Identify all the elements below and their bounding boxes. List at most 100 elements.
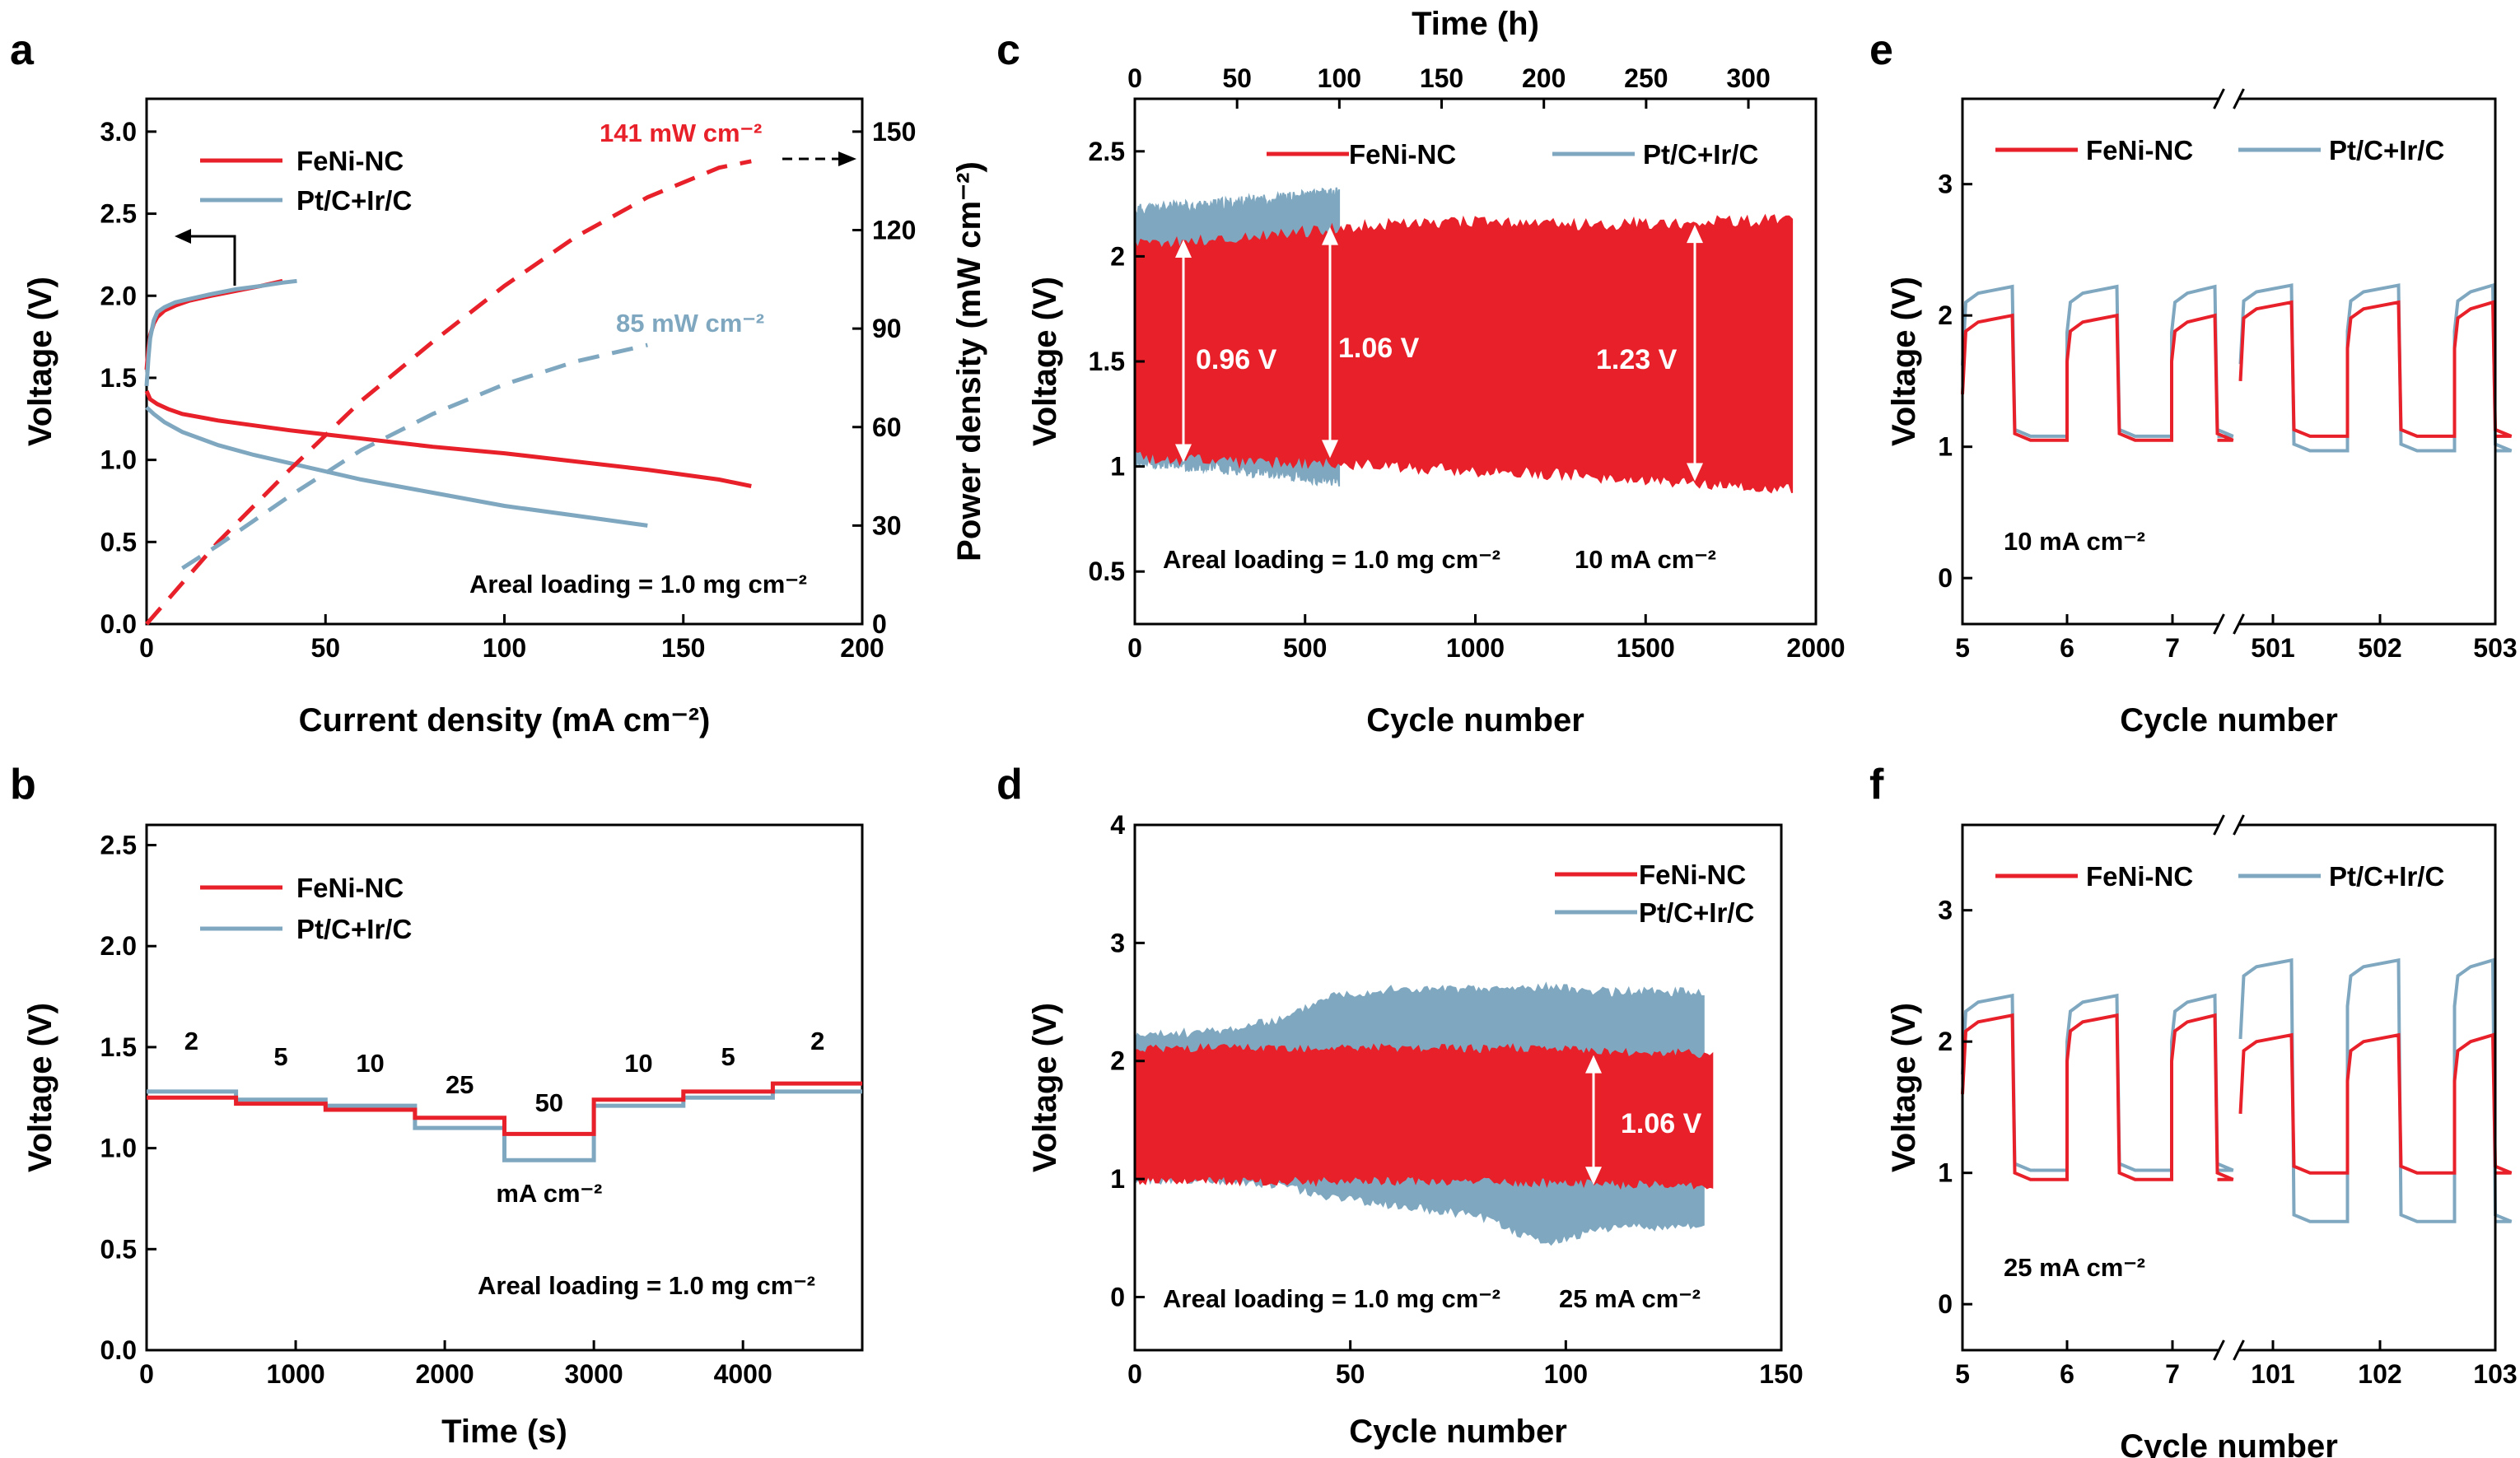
annotation: 1.23 V (1596, 344, 1678, 375)
axis-break-mark (2233, 814, 2245, 836)
x-tick-label: 5 (1955, 1359, 1970, 1389)
x-tick-label: 7 (2165, 1359, 2180, 1389)
axis-break-mark (2213, 1339, 2225, 1361)
x-tick-label: 0 (1127, 633, 1142, 663)
x-tick-label: 1000 (1446, 633, 1505, 663)
y-tick-label: 1 (1938, 432, 1953, 462)
annotation: Areal loading = 1.0 mg cm⁻² (1163, 545, 1500, 574)
y-tick-label: 1.5 (1089, 347, 1125, 376)
step-label: 5 (273, 1042, 287, 1071)
y-tick-label: 1 (1110, 1164, 1125, 1194)
x-axis-label: Cycle number (1349, 1414, 1567, 1450)
x-axis-label: Current density (mA cm⁻²) (299, 702, 711, 738)
arrowhead (1687, 225, 1703, 244)
x2-tick-label: 50 (1222, 63, 1252, 93)
y-tick-label: 2 (1110, 241, 1125, 271)
y-tick-label: 0.0 (100, 609, 137, 639)
x2-tick-label: 250 (1624, 63, 1668, 93)
step-label: 50 (535, 1088, 563, 1117)
arrowhead (1175, 444, 1192, 463)
y-tick-label: 1.0 (100, 445, 137, 475)
arrowhead-right (838, 151, 856, 166)
annotation: 25 mA cm⁻² (1559, 1284, 1701, 1313)
y-tick-label: 3 (1938, 170, 1953, 199)
y-axis-label: Voltage (V) (1027, 1003, 1063, 1172)
unit-label: mA cm⁻² (496, 1179, 602, 1208)
annotation: 10 mA cm⁻² (2004, 527, 2145, 556)
x-tick-label: 150 (1759, 1359, 1803, 1389)
x-tick-label: 103 (2473, 1359, 2517, 1389)
arrowhead (1585, 1167, 1602, 1185)
x-axis-label: Time (s) (441, 1414, 567, 1450)
x-tick-label: 200 (840, 633, 884, 663)
y-tick-label: 1 (1110, 452, 1125, 482)
y-tick-label: 1.5 (100, 363, 137, 393)
x-tick-label: 0 (139, 1359, 154, 1389)
series-line (2238, 300, 2513, 438)
arrow-left (180, 235, 236, 286)
x2-tick-label: 300 (1726, 63, 1770, 93)
step-label: 5 (721, 1042, 735, 1071)
y-tick-label: 0.5 (100, 1234, 137, 1264)
step-label: 10 (624, 1049, 652, 1078)
y-tick-label: 0 (1938, 563, 1953, 593)
series-line (145, 159, 752, 626)
y-tick-label: 0.5 (100, 527, 137, 557)
y-tick-label: 2.5 (100, 831, 137, 860)
legend-label: FeNi-NC (2086, 135, 2193, 165)
panel-label-a: a (10, 26, 35, 74)
step-label: 2 (810, 1027, 824, 1055)
y-axis-label: Voltage (V) (1886, 1003, 1922, 1172)
series-line (181, 342, 648, 571)
x-axis-label: Cycle number (2120, 1428, 2338, 1458)
y2-tick-label: 60 (872, 412, 902, 442)
y-tick-label: 2 (1938, 1027, 1953, 1056)
arrowhead (1322, 226, 1338, 245)
y2-tick-label: 90 (872, 314, 902, 343)
annotation: 25 mA cm⁻² (2004, 1253, 2145, 1282)
panel-label-f: f (1869, 761, 1884, 808)
y-tick-label: 3.0 (100, 117, 137, 147)
y-tick-label: 2 (1938, 300, 1953, 330)
annotation: Areal loading = 1.0 mg cm⁻² (469, 570, 807, 599)
x-tick-label: 1000 (266, 1359, 324, 1389)
panel-label-d: d (996, 761, 1023, 808)
annotation: Areal loading = 1.0 mg cm⁻² (1163, 1284, 1500, 1313)
series-line (147, 1081, 862, 1136)
axis-break-mark (2213, 88, 2225, 109)
panel-label-e: e (1869, 26, 1893, 74)
x2-tick-label: 200 (1522, 63, 1566, 93)
x-axis-label: Cycle number (1366, 702, 1584, 738)
series-line (1961, 284, 2234, 438)
y-tick-label: 0.0 (100, 1335, 137, 1365)
annotation: 85 mW cm⁻² (616, 309, 764, 338)
voltage-band (1134, 213, 1794, 494)
y2-tick-label: 150 (872, 117, 916, 147)
y-tick-label: 0 (1938, 1289, 1953, 1319)
x-tick-label: 502 (2358, 633, 2401, 663)
x-tick-label: 2000 (415, 1359, 474, 1389)
series-line (1961, 1013, 2234, 1181)
x-tick-label: 2000 (1786, 633, 1845, 663)
series-line (144, 278, 297, 387)
voltage-band (1134, 1042, 1714, 1190)
series-line (2238, 1032, 2513, 1175)
x-tick-label: 4000 (714, 1359, 772, 1389)
x-tick-label: 0 (139, 633, 154, 663)
y-tick-label: 1 (1938, 1158, 1953, 1188)
annotation: 1.06 V (1338, 333, 1420, 364)
y-tick-label: 2.0 (100, 281, 137, 310)
axis-break-gap (2219, 1344, 2239, 1357)
legend-label: Pt/C+Ir/C (296, 185, 412, 216)
y-tick-label: 2 (1110, 1046, 1125, 1076)
annotation: Areal loading = 1.0 mg cm⁻² (478, 1271, 815, 1300)
arrowhead (1322, 440, 1338, 459)
legend-label: FeNi-NC (296, 873, 404, 903)
x-tick-label: 7 (2165, 633, 2180, 663)
arrowhead (1175, 239, 1192, 258)
y-axis-label: Power density (mW cm⁻²) (951, 161, 987, 561)
x-tick-label: 150 (661, 633, 705, 663)
axis-break-mark (2233, 1339, 2245, 1361)
y-axis-label: Voltage (V) (22, 1003, 58, 1172)
x-tick-label: 501 (2251, 633, 2294, 663)
